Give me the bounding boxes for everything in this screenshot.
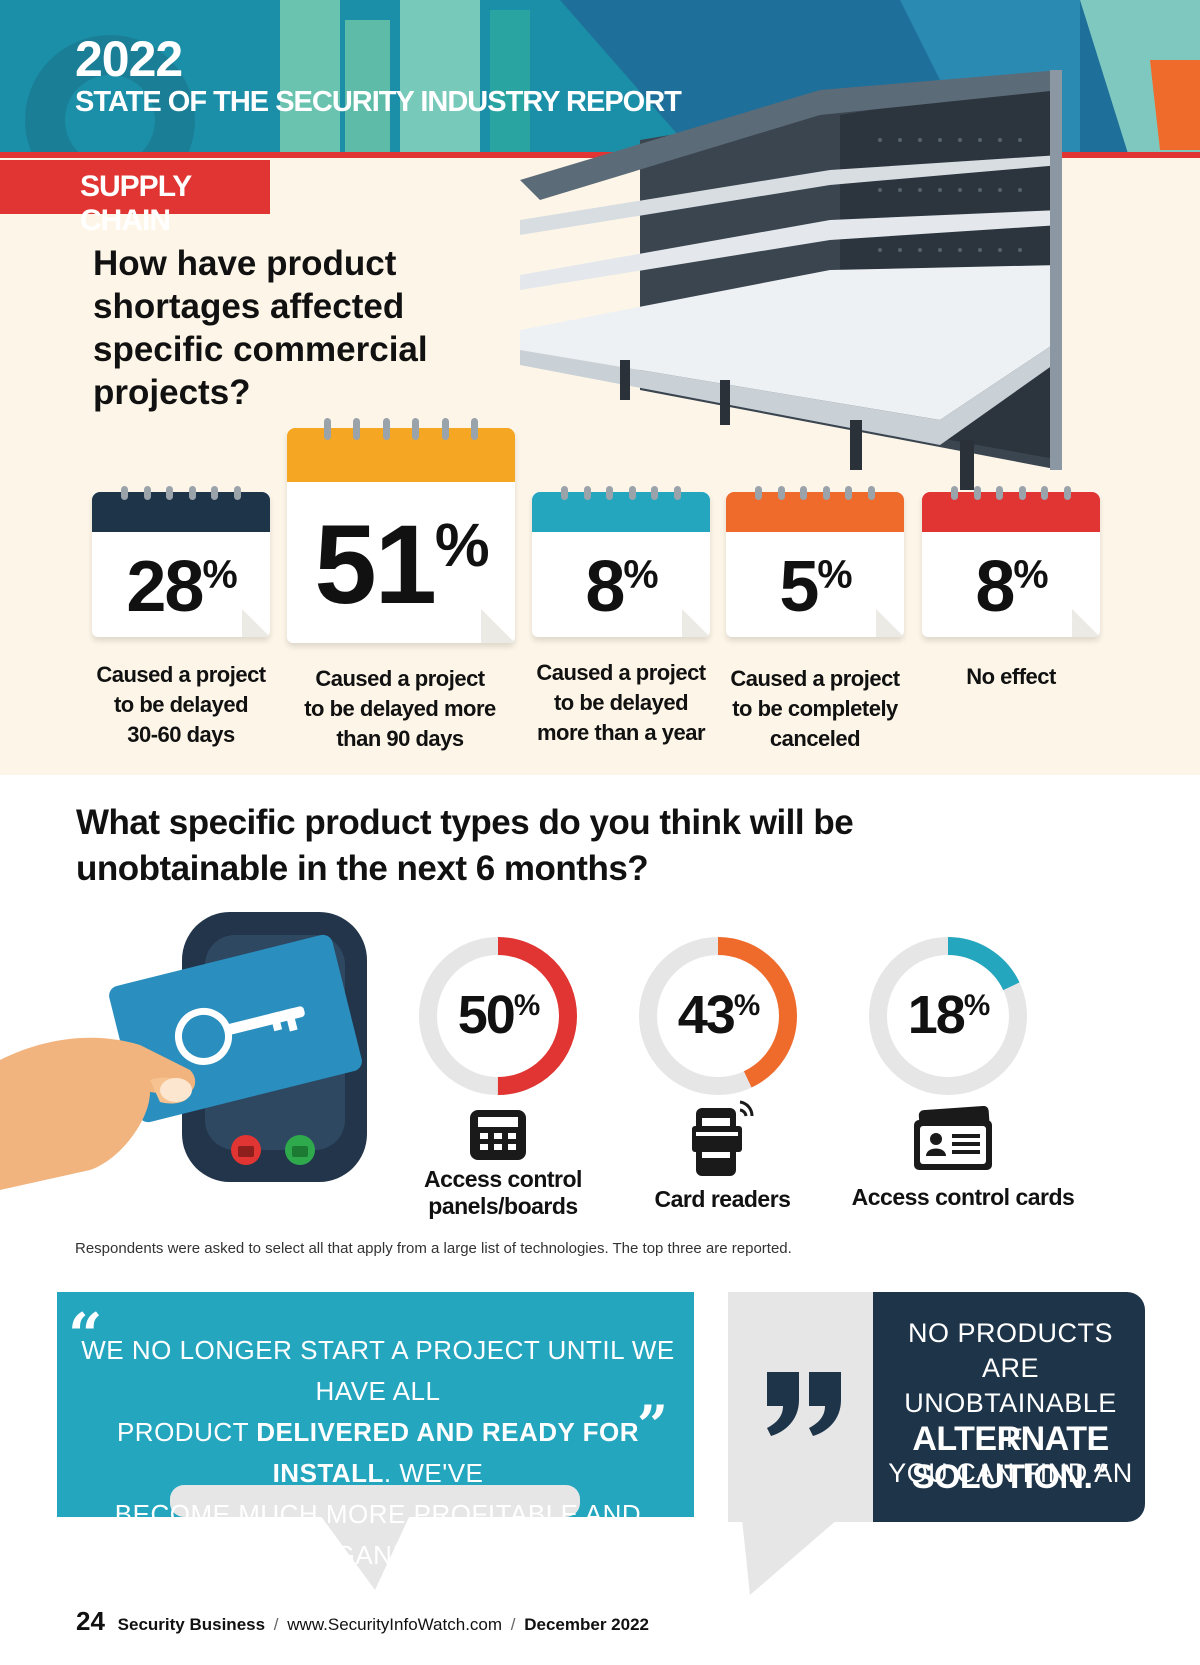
page-curl xyxy=(481,609,515,643)
stat-card-no-effect: 8% xyxy=(922,486,1100,637)
quote-mark-icon xyxy=(767,1372,841,1436)
stat-caption: Caused a project to be delayed more than a… xyxy=(536,660,706,745)
question-2: What specific product types do you think… xyxy=(76,803,854,888)
speech-bubble-tail xyxy=(170,1485,580,1590)
page-number: 24 xyxy=(76,1606,105,1636)
speech-bubble-tail xyxy=(740,1500,860,1595)
header-divider xyxy=(0,152,1200,158)
card-reader-icon xyxy=(692,1100,754,1176)
empty-shelf-illustration xyxy=(520,70,1062,490)
donut-percent: 50% xyxy=(457,985,541,1045)
donut-arc xyxy=(419,937,577,1095)
publication-url[interactable]: www.SecurityInfoWatch.com xyxy=(287,1615,503,1634)
access-card-icon xyxy=(914,1106,992,1170)
stat-caption: Caused a project to be completely canceled xyxy=(730,666,900,751)
product-caption: Access control panels/boards xyxy=(424,1166,582,1219)
product-caption: Card readers xyxy=(654,1186,791,1212)
stat-percent: 8% xyxy=(975,547,1048,627)
stat-percent: 5% xyxy=(779,547,852,627)
publication-name: Security Business xyxy=(117,1615,266,1634)
issue-date: December 2022 xyxy=(524,1615,650,1634)
hand-card-reader-illustration xyxy=(0,912,367,1190)
donut-percent: 43% xyxy=(677,985,761,1045)
donut-percent: 18% xyxy=(907,985,991,1045)
donut-chart-readers xyxy=(639,937,797,1095)
quote-close-icon: ” xyxy=(637,1393,669,1457)
quote-2-emphasis: ALTERNATE SOLUTION.” xyxy=(911,1420,1110,1496)
stat-percent: 51% xyxy=(314,502,489,627)
quote-box-2-side xyxy=(728,1292,878,1522)
page-curl xyxy=(1072,609,1100,637)
stat-caption: Caused a project to be delayed more than 9… xyxy=(304,666,496,751)
quote-box-1 xyxy=(57,1292,694,1517)
quote-open-icon: “ xyxy=(68,1301,103,1371)
stat-card-delay-90: 51% xyxy=(287,418,515,643)
stat-card-canceled: 5% xyxy=(726,486,904,637)
stat-caption: No effect xyxy=(966,664,1056,689)
quote-1-text: WE NO LONGER START A PROJECT UNTIL WE HA… xyxy=(81,1335,675,1570)
report-title: STATE OF THE SECURITY INDUSTRY REPORT xyxy=(75,86,682,118)
page-curl xyxy=(242,609,270,637)
donut-chart-cards xyxy=(869,937,1027,1095)
quote-box-2 xyxy=(873,1292,1145,1522)
quote-close-icon: ” xyxy=(1092,1459,1110,1494)
control-panel-icon xyxy=(470,1110,526,1160)
footnote: Respondents were asked to select all tha… xyxy=(75,1240,792,1257)
report-year: 2022 xyxy=(75,31,183,87)
page-curl xyxy=(876,609,904,637)
stat-percent: 28% xyxy=(126,547,237,627)
donut-chart-panels xyxy=(419,937,577,1095)
product-caption: Access control cards xyxy=(851,1184,1075,1210)
donut-arc xyxy=(639,937,797,1095)
stat-percent: 8% xyxy=(585,547,658,627)
separator: / xyxy=(510,1615,516,1634)
stat-card-delay-30-60: 28% xyxy=(92,486,270,637)
separator: / xyxy=(273,1615,279,1634)
page-footer: 24 Security Business / www.SecurityInfoW… xyxy=(76,1606,649,1637)
page-curl xyxy=(682,609,710,637)
stat-caption: Caused a project to be delayed 30-60 days xyxy=(96,662,266,747)
question-1: How have product shortages affected spec… xyxy=(93,244,428,412)
section-label: SUPPLY CHAIN xyxy=(0,160,270,237)
stat-card-delay-year: 8% xyxy=(532,486,710,637)
quote-2-text: NO PRODUCTS ARE UNOBTAINABLE IF YOU CAN … xyxy=(888,1318,1133,1488)
donut-arc xyxy=(869,937,1027,1095)
